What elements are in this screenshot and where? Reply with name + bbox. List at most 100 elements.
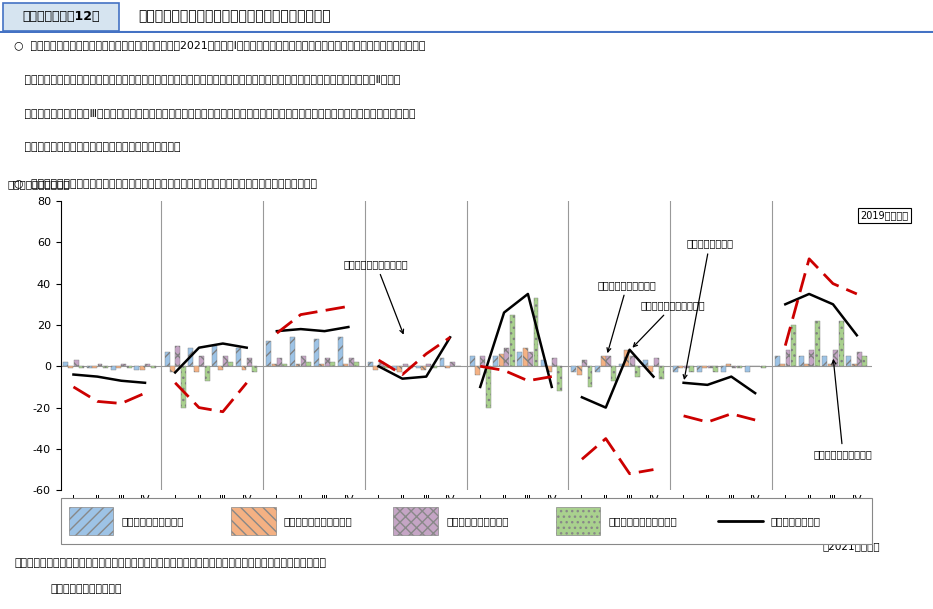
Bar	[852, 364, 856, 366]
Bar	[720, 366, 726, 373]
Bar	[283, 364, 287, 366]
Bar	[726, 364, 731, 366]
Bar	[557, 366, 563, 391]
Bar	[349, 358, 354, 366]
Bar	[146, 364, 150, 366]
Bar	[98, 364, 103, 366]
Bar	[223, 356, 228, 366]
Bar	[204, 366, 210, 381]
Text: 女性，非正規雇用労働者: 女性，非正規雇用労働者	[608, 516, 677, 526]
Bar	[87, 366, 91, 368]
Bar	[200, 356, 204, 366]
Bar	[140, 366, 145, 370]
Bar	[606, 356, 611, 366]
Bar	[541, 360, 546, 366]
Bar	[403, 364, 408, 366]
Bar	[480, 356, 485, 366]
Bar	[774, 356, 780, 366]
Bar	[116, 366, 121, 368]
Bar	[314, 339, 319, 366]
Bar	[552, 358, 557, 366]
Bar	[643, 360, 648, 366]
Text: 生活関連サービス
業，娯楽業: 生活関連サービス 業，娯楽業	[694, 507, 745, 529]
Bar	[697, 366, 702, 373]
Text: ○  一方、「情報通信業」「医療，福祉」では、正規雇用労働者を中心に雇用者数の増加がみられた。: ○ 一方、「情報通信業」「医療，福祉」では、正規雇用労働者を中心に雇用者数の増加…	[14, 180, 317, 189]
Text: 情報通信業: 情報通信業	[297, 507, 328, 517]
Text: 宿泊業，飲食サー
ビス業: 宿泊業，飲食サー ビス業	[592, 507, 643, 529]
Bar	[384, 366, 389, 368]
Bar	[745, 366, 749, 373]
Bar	[432, 366, 437, 368]
Bar	[277, 358, 282, 366]
Text: 雇用者計（折線）: 雇用者計（折線）	[771, 516, 821, 526]
Bar	[103, 366, 108, 368]
FancyBboxPatch shape	[69, 507, 114, 535]
Bar	[517, 352, 522, 366]
Bar	[416, 366, 421, 368]
Bar	[684, 366, 689, 368]
Bar	[111, 366, 116, 370]
Bar	[522, 348, 528, 366]
Bar	[247, 358, 252, 366]
Bar	[862, 356, 868, 366]
Bar	[392, 366, 397, 370]
Bar	[601, 356, 606, 366]
Bar	[79, 366, 84, 368]
Bar	[213, 346, 217, 366]
Bar	[421, 366, 426, 370]
Bar	[445, 366, 450, 368]
Bar	[439, 358, 444, 366]
FancyBboxPatch shape	[231, 507, 276, 535]
Text: 資料出所　総務省統計局「労働力調査（基本集計）」をもとに厚生労働省政策統括官付政策統括室にて作成: 資料出所 総務省統計局「労働力調査（基本集計）」をもとに厚生労働省政策統括官付政…	[14, 558, 326, 568]
Bar	[630, 356, 634, 366]
Bar	[330, 362, 335, 366]
Text: 男性，正規雇用労働者: 男性，正規雇用労働者	[814, 360, 872, 459]
Bar	[236, 348, 241, 366]
Bar	[505, 348, 509, 366]
Bar	[547, 366, 551, 373]
Bar	[379, 362, 383, 366]
Text: 第１－（２）－12図: 第１－（２）－12図	[21, 10, 100, 23]
Bar	[846, 356, 851, 366]
Bar	[134, 366, 139, 370]
Bar	[786, 350, 790, 366]
Text: ともに非正規雇用労働者を中心に減少傾向が続いた。: ともに非正規雇用労働者を中心に減少傾向が続いた。	[14, 142, 180, 152]
Bar	[74, 360, 78, 366]
Bar	[170, 366, 174, 373]
FancyBboxPatch shape	[61, 498, 872, 544]
Bar	[760, 366, 766, 368]
Bar	[338, 337, 342, 366]
Bar	[306, 362, 312, 366]
Bar	[426, 364, 431, 366]
Bar	[494, 356, 498, 366]
Bar	[296, 364, 300, 366]
Bar	[150, 366, 156, 368]
Bar	[678, 366, 683, 368]
Text: （2021年、期）: （2021年、期）	[823, 541, 881, 551]
Text: 女性，正規雇用労働者: 女性，正規雇用労働者	[446, 516, 508, 526]
Bar	[242, 366, 246, 370]
Text: 医療，福祉: 医療，福祉	[805, 507, 837, 517]
Bar	[703, 366, 707, 368]
Bar	[528, 352, 533, 366]
Bar	[737, 366, 742, 368]
Bar	[290, 337, 295, 366]
Text: 男性，正規雇用労働者: 男性，正規雇用労働者	[121, 516, 184, 526]
Bar	[68, 366, 74, 368]
Text: 建設業: 建設業	[100, 507, 118, 517]
FancyBboxPatch shape	[556, 507, 601, 535]
Text: 女性，正規雇用労働者: 女性，正規雇用労働者	[598, 280, 657, 352]
Bar	[127, 366, 132, 368]
Bar	[534, 298, 538, 366]
Bar	[780, 364, 785, 366]
Bar	[343, 364, 348, 366]
Text: （４－６月期）及び第Ⅲ四半期（７－９月期）に回復したが、「宿泊業，飲食サービス業」「生活関連サービス業，娯楽業」では男女: （４－６月期）及び第Ⅲ四半期（７－９月期）に回復したが、「宿泊業，飲食サービス業…	[14, 108, 415, 118]
Text: ○  産業別に雇用形態ごとの雇用者数の動向をみると、2021年は、第Ⅰ四半期（１－３月期）に「宿泊業，飲食サービス業」「卸売業，: ○ 産業別に雇用形態ごとの雇用者数の動向をみると、2021年は、第Ⅰ四半期（１－…	[14, 40, 425, 50]
Bar	[635, 366, 640, 376]
Text: 女性，非正規雇用労働者: 女性，非正規雇用労働者	[344, 259, 409, 334]
Bar	[571, 366, 577, 373]
Text: 男女別・産業別・雇用形態別にみた雇用者数の動向: 男女別・産業別・雇用形態別にみた雇用者数の動向	[138, 9, 330, 23]
Bar	[373, 366, 378, 370]
Bar	[857, 352, 862, 366]
FancyBboxPatch shape	[3, 2, 119, 31]
